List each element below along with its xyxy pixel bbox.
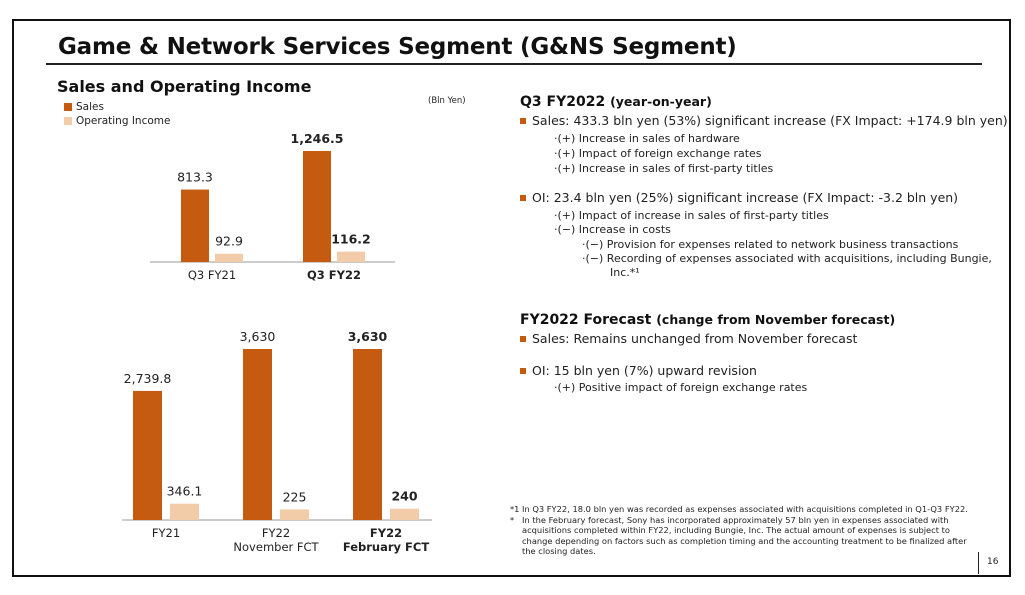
data-label-sales: 813.3 bbox=[177, 170, 213, 185]
bar-sales bbox=[303, 151, 331, 262]
bar-operating-income bbox=[170, 503, 199, 520]
bullet-icon bbox=[520, 194, 526, 201]
bar-operating-income bbox=[215, 253, 243, 262]
footnote-1: *1 In Q3 FY22, 18.0 bln yen was recorded… bbox=[510, 504, 980, 515]
fy-heading-title: FY2022 Forecast bbox=[520, 312, 652, 328]
data-label-operating-income: 225 bbox=[283, 489, 307, 504]
bar-sales bbox=[243, 349, 272, 520]
data-label-operating-income: 116.2 bbox=[331, 232, 371, 247]
category-label: Q3 FY22 bbox=[307, 268, 361, 282]
bar-sales bbox=[133, 390, 162, 520]
fy-oi-point-1: ·(+) Positive impact of foreign exchange… bbox=[554, 381, 808, 394]
fy-heading-sub: (change from November forecast) bbox=[656, 312, 896, 327]
unit-label: (Bln Yen) bbox=[428, 96, 466, 106]
q3-oi-subpoint-2: ·(−) Recording of expenses associated wi… bbox=[582, 252, 992, 265]
q3-heading-title: Q3 FY2022 bbox=[520, 94, 606, 110]
legend-swatch-sales bbox=[64, 103, 72, 111]
q3-oi-point-2: ·(−) Increase in costs bbox=[554, 223, 671, 236]
bar-operating-income bbox=[280, 509, 309, 520]
legend-item-operating-income: Operating Income bbox=[64, 114, 170, 128]
bullet-icon bbox=[520, 335, 526, 342]
q3-sales-text: Sales: 433.3 bln yen (53%) significant i… bbox=[532, 113, 1008, 128]
bar-operating-income bbox=[337, 251, 365, 262]
bullet-icon bbox=[520, 367, 526, 374]
data-label-sales: 2,739.8 bbox=[124, 371, 172, 386]
q3-sales-point-2: ·(+) Impact of foreign exchange rates bbox=[554, 147, 762, 160]
category-label: Q3 FY21 bbox=[188, 268, 236, 282]
q3-oi-subpoint-1: ·(−) Provision for expenses related to n… bbox=[582, 238, 959, 251]
data-label-operating-income: 346.1 bbox=[167, 484, 203, 499]
category-label: FY21 bbox=[152, 526, 180, 540]
fy-sales-line: Sales: Remains unchanged from November f… bbox=[520, 332, 857, 346]
q3-oi-point-1: ·(+) Impact of increase in sales of firs… bbox=[554, 209, 829, 222]
legend-label-sales: Sales bbox=[76, 101, 104, 113]
slide-frame bbox=[12, 19, 1011, 577]
q3-heading: Q3 FY2022 (year-on-year) bbox=[520, 94, 712, 110]
legend-item-sales: Sales bbox=[64, 100, 170, 114]
page-number-divider bbox=[978, 552, 979, 574]
bar-sales bbox=[353, 349, 382, 520]
page-number: 16 bbox=[987, 557, 999, 567]
footnotes: *1 In Q3 FY22, 18.0 bln yen was recorded… bbox=[510, 504, 980, 557]
data-label-operating-income: 92.9 bbox=[215, 234, 243, 249]
legend-label-operating-income: Operating Income bbox=[76, 115, 171, 127]
slide-title: Game & Network Services Segment (G&NS Se… bbox=[58, 34, 737, 60]
data-label-sales: 1,246.5 bbox=[291, 131, 344, 146]
q3-oi-subpoint-3: Inc.*¹ bbox=[610, 266, 640, 279]
chart-legend: Sales Operating Income bbox=[64, 100, 170, 128]
data-label-sales: 3,630 bbox=[348, 329, 388, 344]
footnote-2-mark: * bbox=[510, 514, 515, 525]
category-label: February FCT bbox=[343, 540, 430, 554]
q3-sales-point-1: ·(+) Increase in sales of hardware bbox=[554, 132, 740, 145]
data-label-operating-income: 240 bbox=[391, 489, 417, 504]
q3-sales-line: Sales: 433.3 bln yen (53%) significant i… bbox=[520, 114, 1008, 128]
legend-swatch-operating-income bbox=[64, 117, 72, 125]
category-label: FY22 bbox=[370, 526, 402, 540]
footnote-2-text: In the February forecast, Sony has incor… bbox=[522, 514, 967, 557]
footnote-2: * In the February forecast, Sony has inc… bbox=[510, 515, 980, 557]
bar-operating-income bbox=[390, 508, 419, 520]
q3-heading-sub: (year-on-year) bbox=[610, 94, 712, 109]
data-label-sales: 3,630 bbox=[240, 329, 276, 344]
fy-oi-text: OI: 15 bln yen (7%) upward revision bbox=[532, 363, 757, 378]
q3-oi-text: OI: 23.4 bln yen (25%) significant incre… bbox=[532, 190, 959, 205]
category-label: November FCT bbox=[233, 540, 319, 554]
chart-section-title: Sales and Operating Income bbox=[57, 77, 312, 96]
q3-sales-point-3: ·(+) Increase in sales of first-party ti… bbox=[554, 162, 774, 175]
q3-oi-line: OI: 23.4 bln yen (25%) significant incre… bbox=[520, 191, 958, 205]
fy-heading: FY2022 Forecast (change from November fo… bbox=[520, 312, 896, 328]
footnote-1-mark: *1 bbox=[510, 504, 520, 514]
fy-sales-text: Sales: Remains unchanged from November f… bbox=[532, 331, 858, 346]
category-label: FY22 bbox=[262, 526, 290, 540]
bar-sales bbox=[181, 189, 209, 262]
bullet-icon bbox=[520, 117, 526, 124]
title-divider bbox=[46, 63, 982, 65]
footnote-1-text: In Q3 FY22, 18.0 bln yen was recorded as… bbox=[522, 504, 968, 514]
fy-oi-line: OI: 15 bln yen (7%) upward revision bbox=[520, 364, 757, 378]
